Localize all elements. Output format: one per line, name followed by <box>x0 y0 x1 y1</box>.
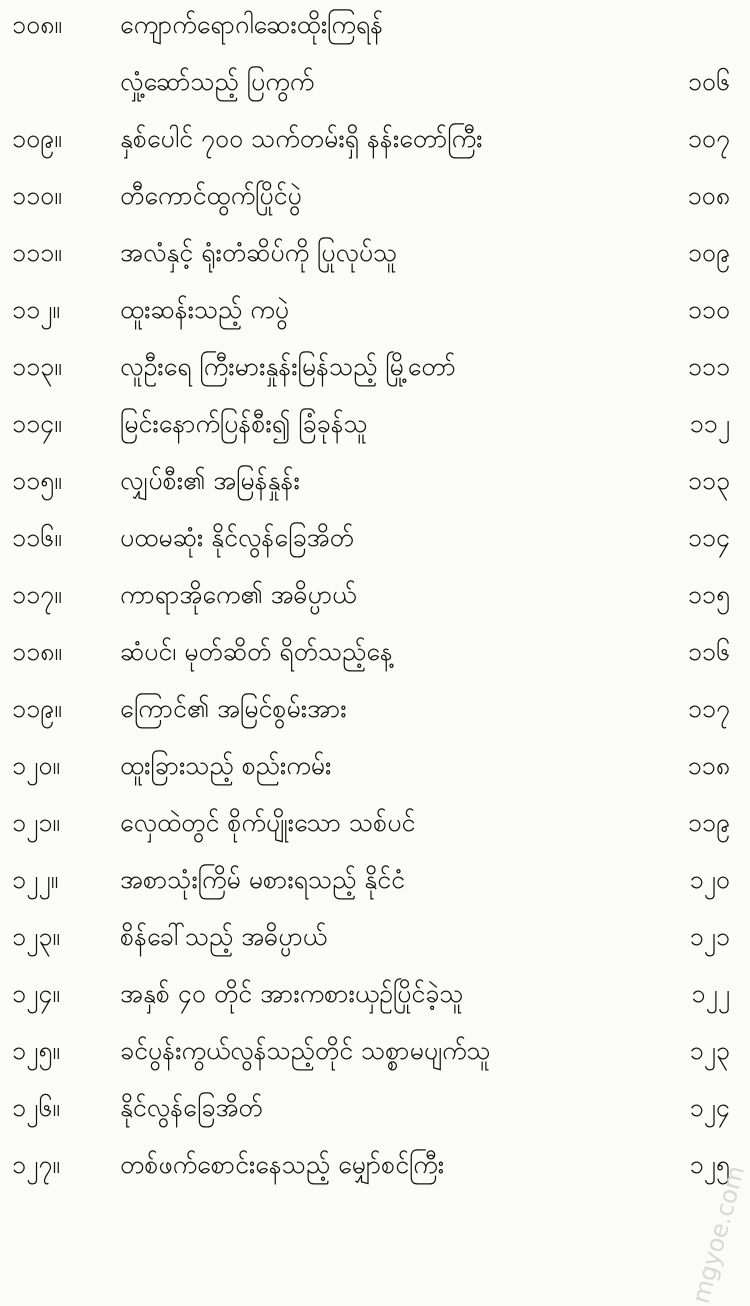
toc-entry: ၁၁၉။ ကြောင်၏ အမြင်စွမ်းအား ၁၁၇ <box>0 684 750 734</box>
entry-page: ၁၁၃ <box>687 466 730 495</box>
entry-number: ၁၁၃။ <box>12 352 62 381</box>
entry-page: ၁၂၀ <box>689 865 730 894</box>
toc-entry: ၁၁၇။ ကာရာအိုကေ၏ အဓိပ္ပာယ် ၁၁၅ <box>0 570 750 620</box>
entry-title: အနှစ် ၄၀ တိုင် အားကစားယှဉ်ပြိုင်ခဲ့သူ <box>120 979 464 1008</box>
entry-number: ၁၂၀။ <box>12 751 60 780</box>
entry-title: တစ်ဖက်စောင်းနေသည့် မျှော်စင်ကြီး <box>120 1150 445 1179</box>
entry-page: ၁၁၆ <box>687 637 730 666</box>
toc-entry: ၁၁၀။ တီကောင်ထွက်ပြိုင်ပွဲ ၁၀၈ <box>0 171 750 221</box>
toc-entry: ၁၂၀။ ထူးခြားသည့် စည်းကမ်း ၁၁၈ <box>0 741 750 791</box>
entry-number: ၁၁၈။ <box>12 637 62 666</box>
entry-title: စိန်ခေါ်သည့် အဓိပ္ပာယ် <box>120 922 328 951</box>
entry-page: ၁၁၀ <box>687 295 730 324</box>
toc-entry: ၁၂၇။ တစ်ဖက်စောင်းနေသည့် မျှော်စင်ကြီး ၁၂၅ <box>0 1140 750 1190</box>
entry-number: ၁၂၃။ <box>12 922 60 951</box>
entry-number: ၁၂၅။ <box>12 1036 60 1065</box>
entry-page: ၁၀၈ <box>687 181 730 210</box>
entry-title: တီကောင်ထွက်ပြိုင်ပွဲ <box>120 181 302 210</box>
entry-title: နိုင်လွန်ခြေအိတ် <box>120 1093 263 1122</box>
toc-entry: ၁၂၂။ အစာသုံးကြိမ် မစားရသည့် နိုင်ငံ ၁၂၀ <box>0 855 750 905</box>
entry-title: လှုံ့ဆော်သည့် ပြကွက် <box>120 67 315 96</box>
entry-number: ၁၁၅။ <box>12 466 62 495</box>
entry-number: ၁၁၇။ <box>12 580 62 609</box>
toc-entry: ၁၂၆။ နိုင်လွန်ခြေအိတ် ၁၂၄ <box>0 1083 750 1133</box>
entry-page: ၁၁၇ <box>687 694 730 723</box>
entry-title: ထူးဆန်းသည့် ကပွဲ <box>120 295 289 324</box>
entry-title: ဆံပင်၊ မုတ်ဆိတ် ရိတ်သည့်နေ့ <box>120 637 393 666</box>
entry-page: ၁၁၂ <box>689 409 730 438</box>
entry-page: ၁၀၆ <box>687 67 730 96</box>
entry-number: ၁၁၆။ <box>12 523 62 552</box>
toc-entry: ၁၁၆။ ပထမဆုံး နိုင်လွန်ခြေအိတ် ၁၁၄ <box>0 513 750 563</box>
entry-title: ကြောင်၏ အမြင်စွမ်းအား <box>120 694 347 723</box>
entry-number: ၁၂၇။ <box>12 1150 60 1179</box>
toc-entry: ၁၁၅။ လျှပ်စီး၏ အမြန်နှုန်း ၁၁၃ <box>0 456 750 506</box>
entry-number: ၁၁၁။ <box>12 238 62 267</box>
entry-number: ၁၂၁။ <box>12 808 60 837</box>
entry-title: အလံနှင့် ရုံးတံဆိပ်ကို ပြုလုပ်သူ <box>120 238 398 267</box>
toc-entry: ၁၂၁။ လှေထဲတွင် စိုက်ပျိုးသော သစ်ပင် ၁၁၉ <box>0 798 750 848</box>
entry-number: ၁၀၉။ <box>12 124 62 153</box>
entry-number: ၁၂၂။ <box>12 865 59 894</box>
entry-page: ၁၀၉ <box>687 238 730 267</box>
entry-number: ၁၁၉။ <box>12 694 62 723</box>
entry-number: ၁၁၀။ <box>12 181 62 210</box>
entry-page: ၁၂၂ <box>691 979 730 1008</box>
entry-number: ၁၂၄။ <box>12 979 60 1008</box>
entry-page: ၁၂၁ <box>689 922 730 951</box>
entry-number: ၁၂၆။ <box>12 1093 60 1122</box>
toc-entry: ၁၂၅။ ခင်ပွန်းကွယ်လွန်သည့်တိုင် သစ္စာမပျက်… <box>0 1026 750 1076</box>
entry-title: ခင်ပွန်းကွယ်လွန်သည့်တိုင် သစ္စာမပျက်သူ <box>120 1036 491 1065</box>
entry-page: ၁၁၉ <box>687 808 730 837</box>
toc-entry: ၁၂၃။ စိန်ခေါ်သည့် အဓိပ္ပာယ် ၁၂၁ <box>0 912 750 962</box>
entry-title: လှေထဲတွင် စိုက်ပျိုးသော သစ်ပင် <box>120 808 416 837</box>
entry-page: ၁၁၁ <box>687 352 730 381</box>
entry-page: ၁၂၃ <box>689 1036 730 1065</box>
entry-number: ၁၁၂။ <box>12 295 60 324</box>
toc-entry: ၁၁၁။ အလံနှင့် ရုံးတံဆိပ်ကို ပြုလုပ်သူ ၁၀၉ <box>0 228 750 278</box>
entry-title: နှစ်ပေါင် ၇၀၀ သက်တမ်းရှိ နန်းတော်ကြီး <box>120 124 483 153</box>
entry-number: ၁၁၄။ <box>12 409 62 438</box>
entry-page: ၁၁၈ <box>687 751 730 780</box>
entry-title: လူဦးရေ ကြီးမားနှုန်းမြန်သည့် မြို့တော် <box>120 352 456 381</box>
entry-title: ကာရာအိုကေ၏ အဓိပ္ပာယ် <box>120 580 357 609</box>
entry-title: ကျောက်ရောဂါဆေးထိုးကြရန် <box>120 10 384 39</box>
toc-entry: ၁၁၂။ ထူးဆန်းသည့် ကပွဲ ၁၁၀ <box>0 285 750 335</box>
entry-title: လျှပ်စီး၏ အမြန်နှုန်း <box>120 466 300 495</box>
entry-title: ထူးခြားသည့် စည်းကမ်း <box>120 751 332 780</box>
toc-entry: လှုံ့ဆော်သည့် ပြကွက် ၁၀၆ <box>0 57 750 107</box>
entry-title: အစာသုံးကြိမ် မစားရသည့် နိုင်ငံ <box>120 865 405 894</box>
entry-title: မြင်းနောက်ပြန်စီး၍ ခြံခုန်သူ <box>120 409 368 438</box>
entry-page: ၁၁၄ <box>687 523 730 552</box>
entry-page: ၁၀၇ <box>687 124 730 153</box>
entry-title: ပထမဆုံး နိုင်လွန်ခြေအိတ် <box>120 523 354 552</box>
entry-number: ၁၀၈။ <box>12 10 62 39</box>
entry-page: ၁၁၅ <box>687 580 730 609</box>
toc-entry: ၁၁၄။ မြင်းနောက်ပြန်စီး၍ ခြံခုန်သူ ၁၁၂ <box>0 399 750 449</box>
entry-page: ၁၂၄ <box>689 1093 730 1122</box>
entry-page: ၁၂၅ <box>689 1150 730 1179</box>
toc-entry: ၁၁၃။ လူဦးရေ ကြီးမားနှုန်းမြန်သည့် မြို့တေ… <box>0 342 750 392</box>
toc-entry: ၁၀၉။ နှစ်ပေါင် ၇၀၀ သက်တမ်းရှိ နန်းတော်ကြီ… <box>0 114 750 164</box>
toc-entry: ၁၁၈။ ဆံပင်၊ မုတ်ဆိတ် ရိတ်သည့်နေ့ ၁၁၆ <box>0 627 750 677</box>
toc-entry: ၁၀၈။ ကျောက်ရောဂါဆေးထိုးကြရန် <box>0 0 750 50</box>
toc-entry: ၁၂၄။ အနှစ် ၄၀ တိုင် အားကစားယှဉ်ပြိုင်ခဲ့သ… <box>0 969 750 1019</box>
